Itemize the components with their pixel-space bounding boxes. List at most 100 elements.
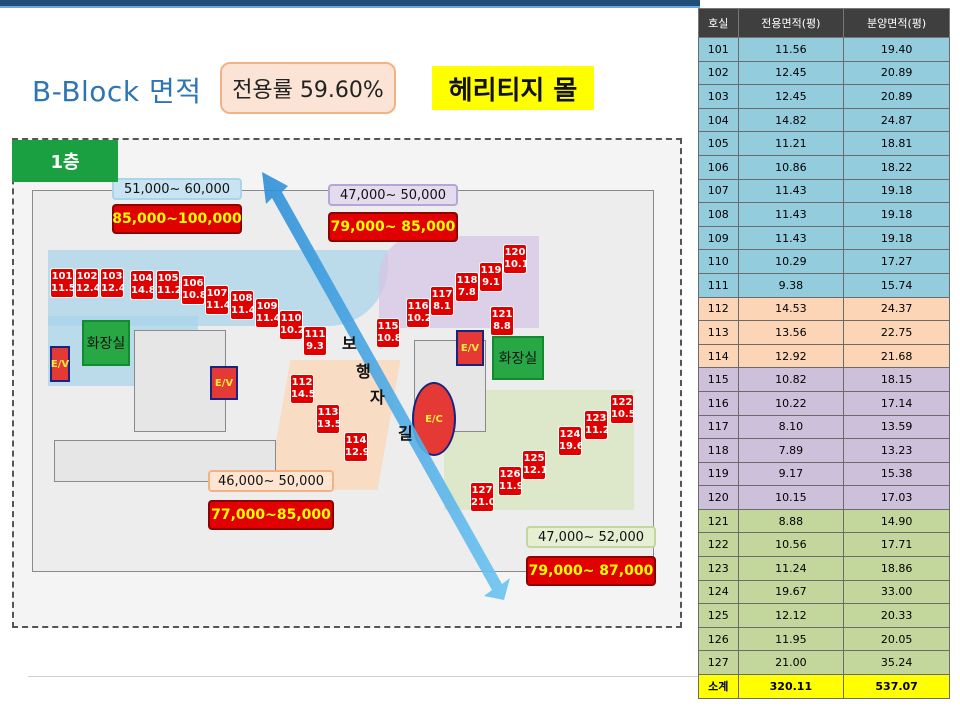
table-cell: 10.29 — [737, 249, 845, 274]
header-band-accent — [0, 6, 700, 8]
unit-106[interactable]: 106 10.8 — [181, 275, 205, 305]
unit-127[interactable]: 127 21.0 — [470, 482, 494, 512]
ratio-badge: 전용률 59.60% — [220, 62, 396, 114]
table-cell: 12.45 — [737, 84, 845, 109]
unit-118[interactable]: 118 7.8 — [455, 272, 479, 302]
unit-103[interactable]: 103 12.4 — [100, 268, 124, 298]
table-cell: 12.12 — [737, 603, 845, 628]
walkway-char-4: 길 — [398, 424, 413, 443]
unit-111[interactable]: 111 9.3 — [303, 326, 327, 356]
price-range-peach: 46,000~ 50,000 — [208, 470, 334, 492]
table-cell: 20.89 — [843, 84, 950, 109]
unit-120[interactable]: 120 10.1 — [503, 244, 527, 274]
unit-114[interactable]: 114 12.9 — [344, 432, 368, 462]
unit-101[interactable]: 101 11.5 — [50, 268, 74, 298]
table-cell: 11.43 — [737, 202, 845, 227]
table-cell: 117 — [698, 414, 739, 440]
table-cell: 11.43 — [737, 178, 845, 204]
table-row: 102 12.45 20.89 — [698, 60, 950, 86]
table-row: 113 13.56 22.75 — [698, 320, 950, 345]
table-cell: 121 — [698, 508, 739, 534]
col-sale: 분양면적(평) — [843, 8, 950, 38]
table-cell: 14.53 — [737, 296, 845, 322]
table-cell: 19.18 — [843, 178, 950, 204]
unit-117[interactable]: 117 8.1 — [430, 286, 454, 316]
elevator-right: E/V — [456, 330, 484, 366]
table-cell: 109 — [698, 225, 739, 251]
area-table: 호실 전용면적(평) 분양면적(평) 101 11.56 19.40 102 12.45… — [698, 8, 950, 699]
footer-rule — [28, 676, 698, 677]
table-cell: 106 — [698, 154, 739, 180]
unit-110[interactable]: 110 10.2 — [279, 310, 303, 340]
unit-124[interactable]: 124 19.6 — [558, 426, 582, 456]
table-cell: 24.37 — [843, 296, 950, 322]
table-cell: 소계 — [698, 674, 739, 699]
table-cell: 19.67 — [737, 579, 845, 605]
unit-113[interactable]: 113 13.5 — [316, 404, 340, 434]
table-cell: 18.22 — [843, 154, 950, 180]
table-row: 125 12.12 20.33 — [698, 603, 950, 628]
table-cell: 20.33 — [843, 603, 950, 628]
table-row: 111 9.38 15.74 — [698, 272, 950, 298]
table-cell: 105 — [698, 131, 739, 156]
unit-115[interactable]: 115 10.8 — [376, 318, 400, 348]
table-row: 122 10.56 17.71 — [698, 532, 950, 558]
table-cell: 114 — [698, 343, 739, 369]
unit-121[interactable]: 121 8.8 — [490, 306, 514, 336]
table-cell: 17.14 — [843, 390, 950, 416]
table-cell: 11.21 — [737, 131, 845, 156]
table-cell: 13.23 — [843, 438, 950, 463]
table-cell: 10.56 — [737, 532, 845, 558]
table-cell: 13.56 — [737, 320, 845, 345]
unit-123[interactable]: 123 11.2 — [584, 410, 608, 440]
unit-122[interactable]: 122 10.5 — [610, 394, 634, 424]
table-cell: 18.81 — [843, 131, 950, 156]
table-cell: 111 — [698, 272, 739, 298]
unit-125[interactable]: 125 12.1 — [522, 450, 546, 480]
table-row: 108 11.43 19.18 — [698, 202, 950, 227]
floor-tag: 1층 — [12, 140, 118, 182]
table-cell: 9.17 — [737, 461, 845, 487]
table-cell: 24.87 — [843, 107, 950, 133]
unit-102[interactable]: 102 12.4 — [75, 268, 99, 298]
table-cell: 19.18 — [843, 225, 950, 251]
unit-108[interactable]: 108 11.4 — [230, 290, 254, 320]
table-row: 123 11.24 18.86 — [698, 556, 950, 581]
table-cell: 20.05 — [843, 626, 950, 652]
floor-plan: 화장실 화장실 E/V E/V E/V E/C 보 행 자 길 101 11.5 … — [12, 138, 682, 628]
table-cell: 115 — [698, 367, 739, 392]
table-cell: 101 — [698, 37, 739, 62]
elevator-left: E/V — [50, 346, 70, 382]
table-cell: 7.89 — [737, 438, 845, 463]
price-sale-peach: 77,000~85,000 — [208, 500, 334, 530]
table-cell: 124 — [698, 579, 739, 605]
unit-105[interactable]: 105 11.2 — [156, 270, 180, 300]
unit-104[interactable]: 104 14.8 — [130, 270, 154, 300]
table-cell: 110 — [698, 249, 739, 274]
table-cell: 113 — [698, 320, 739, 345]
col-exclusive: 전용면적(평) — [737, 8, 845, 38]
table-cell: 12.92 — [737, 343, 845, 369]
table-row: 104 14.82 24.87 — [698, 107, 950, 133]
unit-126[interactable]: 126 11.9 — [498, 466, 522, 496]
unit-116[interactable]: 116 10.2 — [406, 298, 430, 328]
table-cell: 15.74 — [843, 272, 950, 298]
unit-119[interactable]: 119 9.1 — [479, 262, 503, 292]
unit-107[interactable]: 107 11.4 — [205, 285, 229, 315]
price-sale-lavender: 79,000~ 85,000 — [328, 212, 458, 242]
table-cell: 8.88 — [737, 508, 845, 534]
price-sale-blue: 85,000~100,000 — [112, 204, 242, 234]
table-cell: 8.10 — [737, 414, 845, 440]
table-cell: 21.68 — [843, 343, 950, 369]
table-row: 115 10.82 18.15 — [698, 367, 950, 392]
table-cell: 112 — [698, 296, 739, 322]
walkway-arrow — [262, 172, 510, 600]
table-row: 126 11.95 20.05 — [698, 626, 950, 652]
unit-112[interactable]: 112 14.5 — [290, 374, 314, 404]
table-cell: 9.38 — [737, 272, 845, 298]
unit-109[interactable]: 109 11.4 — [255, 298, 279, 328]
table-cell: 21.00 — [737, 650, 845, 676]
price-sale-green: 79,000~ 87,000 — [526, 556, 656, 586]
table-cell: 107 — [698, 178, 739, 204]
table-cell: 11.43 — [737, 225, 845, 251]
